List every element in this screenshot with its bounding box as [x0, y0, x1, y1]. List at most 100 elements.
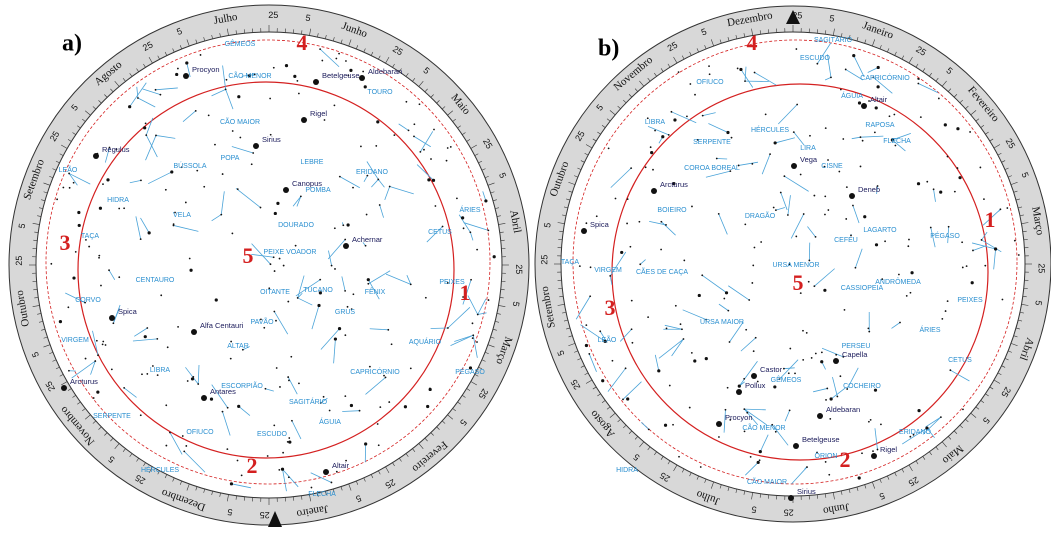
star-dot	[981, 239, 983, 241]
star-dot	[765, 113, 767, 115]
star-dot	[232, 130, 234, 132]
star-dot	[269, 98, 271, 100]
star-dot	[279, 258, 281, 260]
star-dot	[391, 343, 393, 345]
constellation-label: COROA BOREAL	[684, 165, 740, 172]
star-dot	[680, 323, 682, 325]
constellation-label: CAPRICÓRNIO	[860, 73, 910, 82]
bright-star	[849, 193, 855, 199]
constellation-label: PAVÃO	[250, 317, 274, 326]
star-dot	[745, 329, 747, 331]
star-dot	[984, 265, 986, 267]
star-dot	[783, 368, 785, 370]
star-dot	[944, 123, 947, 126]
star-dot	[118, 276, 120, 278]
star-dot	[146, 373, 148, 375]
planisphere: Junho525Maio525Abril525Março525Fevereiro…	[9, 5, 529, 527]
star-dot	[815, 353, 817, 355]
star-dot	[671, 111, 673, 113]
star-dot	[410, 283, 412, 285]
star-dot	[477, 314, 479, 316]
constellation-label: ÓRION	[815, 451, 838, 460]
star-dot	[338, 53, 340, 55]
star-dot	[750, 456, 752, 458]
star-name: Pollux	[745, 381, 766, 390]
star-dot	[615, 198, 617, 200]
constellation-label: RAPOSA	[865, 122, 895, 129]
star-dot	[359, 410, 361, 412]
bright-star	[283, 187, 289, 193]
star-dot	[906, 295, 908, 297]
star-dot	[189, 269, 192, 272]
star-dot	[691, 206, 693, 208]
star-dot	[825, 461, 827, 463]
star-dot	[631, 328, 633, 330]
star-dot	[347, 306, 349, 308]
star-dot	[647, 316, 649, 318]
star-dot	[429, 388, 432, 391]
bright-star	[93, 153, 99, 159]
star-dot	[962, 408, 964, 410]
star-dot	[930, 227, 932, 229]
star-dot	[609, 275, 611, 277]
star-dot	[488, 299, 490, 301]
star-name: Castor	[760, 365, 783, 374]
star-dot	[660, 221, 662, 223]
star-name: Antares	[210, 387, 236, 396]
star-name: Sirius	[262, 135, 281, 144]
position-marker: 2	[840, 447, 851, 472]
star-dot	[128, 105, 131, 108]
star-dot	[877, 449, 879, 451]
star-dot	[260, 207, 262, 209]
constellation-label: SAGITÁRIO	[289, 397, 328, 406]
constellation-label: LEÃO	[59, 165, 78, 174]
star-dot	[241, 475, 243, 477]
star-dot	[97, 354, 99, 356]
constellation-label: CÃO MAIOR	[220, 117, 260, 126]
constellation-label: TAÇA	[561, 259, 579, 266]
star-name: Altair	[870, 95, 888, 104]
star-name: Sirius	[797, 487, 816, 496]
star-dot	[146, 327, 148, 329]
star-dot	[385, 377, 387, 379]
star-dot	[68, 370, 70, 372]
star-dot	[759, 450, 762, 453]
star-dot	[102, 183, 104, 185]
bright-star	[833, 358, 839, 364]
star-dot	[410, 367, 412, 369]
constellation-label: LIBRA	[645, 119, 666, 126]
day-label: 25	[260, 510, 270, 520]
star-dot	[654, 130, 656, 132]
star-dot	[461, 216, 464, 219]
star-dot	[783, 175, 785, 177]
star-dot	[311, 487, 313, 489]
star-dot	[94, 360, 96, 362]
day-label: 25	[268, 10, 278, 20]
day-label: 25	[784, 508, 794, 518]
star-dot	[693, 359, 696, 362]
star-dot	[775, 209, 777, 211]
star-dot	[291, 420, 293, 422]
star-dot	[334, 104, 336, 106]
star-dot	[585, 222, 587, 224]
constellation-label: URSA MENOR	[772, 262, 819, 269]
star-dot	[282, 452, 284, 454]
star-dot	[362, 71, 364, 73]
star-dot	[698, 294, 701, 297]
star-dot	[863, 215, 866, 218]
star-dot	[727, 310, 729, 312]
star-dot	[948, 226, 950, 228]
star-dot	[230, 482, 233, 485]
star-dot	[675, 305, 677, 307]
star-dot	[701, 274, 703, 276]
position-marker: 4	[747, 30, 758, 55]
star-dot	[917, 182, 920, 185]
constellation-label: HIDRA	[616, 467, 638, 474]
star-dot	[140, 414, 142, 416]
star-name: Betelgeuse	[322, 71, 360, 80]
star-dot	[123, 207, 125, 209]
star-dot	[1002, 299, 1004, 301]
star-dot	[829, 418, 831, 420]
star-dot	[388, 401, 390, 403]
star-dot	[840, 89, 842, 91]
